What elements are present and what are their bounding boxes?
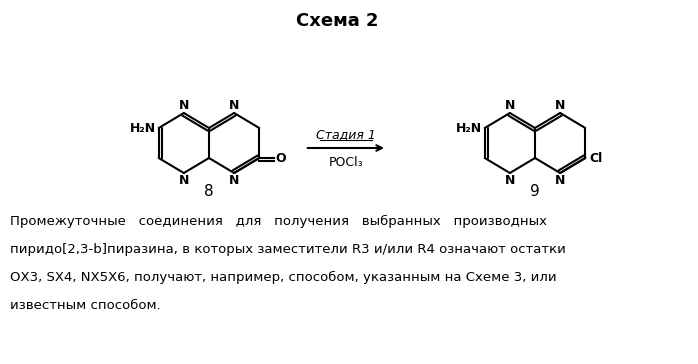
Text: Cl: Cl (589, 151, 602, 165)
Text: N: N (505, 174, 515, 187)
Text: пиридо[2,3-b]пиразина, в которых заместители R3 и/или R4 означают остатки: пиридо[2,3-b]пиразина, в которых замести… (10, 243, 565, 256)
Text: 8: 8 (204, 183, 214, 198)
Text: 9: 9 (530, 183, 540, 198)
Text: N: N (229, 174, 239, 187)
Text: N: N (229, 99, 239, 112)
Text: O: O (276, 153, 286, 166)
Text: N: N (179, 99, 189, 112)
Text: Стадия 1: Стадия 1 (316, 128, 376, 142)
Text: POCl₃: POCl₃ (329, 155, 363, 169)
Text: ОХ3, SX4, NX5X6, получают, например, способом, указанным на Схеме 3, или: ОХ3, SX4, NX5X6, получают, например, спо… (10, 271, 556, 284)
Text: известным способом.: известным способом. (10, 299, 161, 312)
Text: Промежуточные   соединения   для   получения   выбранных   производных: Промежуточные соединения для получения в… (10, 215, 547, 228)
Text: Схема 2: Схема 2 (297, 12, 379, 30)
Text: H₂N: H₂N (130, 122, 156, 135)
Text: N: N (555, 174, 565, 187)
Text: N: N (179, 174, 189, 187)
Text: N: N (555, 99, 565, 112)
Text: N: N (505, 99, 515, 112)
Text: H₂N: H₂N (456, 122, 482, 135)
